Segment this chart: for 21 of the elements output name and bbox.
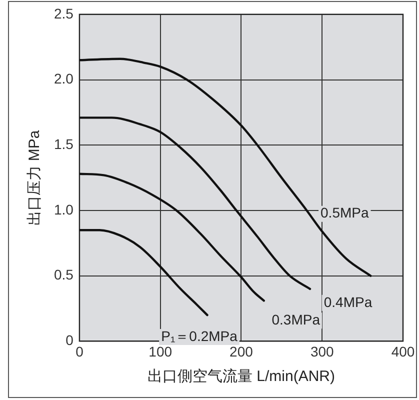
y-tick-label: 0.5 (54, 266, 74, 283)
line-series (79, 172, 265, 302)
x-tick-label: 100 (148, 343, 172, 360)
y-tick-label: 2.5 (54, 5, 74, 22)
y-axis-title: 出口压力 MPa (26, 130, 44, 226)
x-tick-label: 400 (391, 343, 415, 360)
line-series (79, 228, 208, 316)
line-series (79, 58, 372, 277)
y-tick-label: 0 (66, 332, 74, 348)
x-tick-label: 200 (230, 343, 254, 360)
x-tick-label: 0 (76, 343, 84, 360)
x-axis-title: 出口側空气流量 L/min(ANR) (147, 368, 335, 386)
series-label: 0.3MPa (272, 312, 320, 328)
series-label: P₁＝0.2MPa (161, 328, 238, 344)
line-series (79, 116, 312, 290)
series-label: 0.4MPa (324, 294, 372, 310)
y-tick-label: 2.0 (54, 70, 74, 87)
x-tick-label: 300 (310, 343, 334, 360)
series-label: 0.5MPa (320, 204, 369, 221)
y-tick-label: 1.0 (54, 201, 74, 218)
y-tick-label: 1.5 (54, 136, 74, 152)
